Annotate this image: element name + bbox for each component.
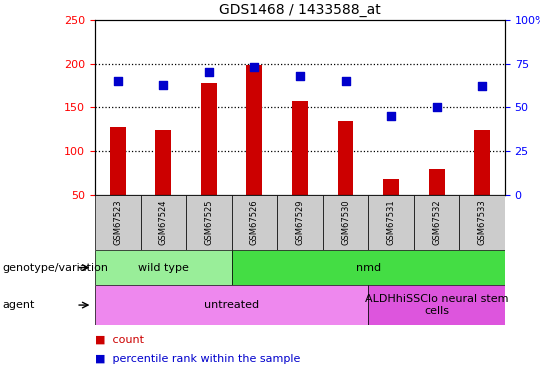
- Text: ■  count: ■ count: [95, 335, 144, 345]
- Bar: [232, 250, 505, 285]
- Text: nmd: nmd: [356, 262, 381, 273]
- Text: GSM67530: GSM67530: [341, 200, 350, 245]
- Point: [387, 113, 395, 119]
- Bar: [246, 65, 262, 195]
- Point: [432, 104, 441, 110]
- Bar: [95, 250, 232, 285]
- Point: [478, 83, 487, 89]
- Bar: [140, 195, 186, 250]
- Text: genotype/variation: genotype/variation: [3, 262, 109, 273]
- Bar: [232, 195, 277, 250]
- Point: [205, 69, 213, 75]
- Text: ■  percentile rank within the sample: ■ percentile rank within the sample: [95, 354, 300, 364]
- Bar: [368, 195, 414, 250]
- Text: wild type: wild type: [138, 262, 189, 273]
- Bar: [474, 130, 490, 195]
- Bar: [95, 195, 140, 250]
- Point: [113, 78, 122, 84]
- Bar: [429, 169, 444, 195]
- Point: [296, 73, 305, 79]
- Point: [250, 64, 259, 70]
- Bar: [414, 195, 460, 250]
- Text: agent: agent: [3, 300, 35, 310]
- Title: GDS1468 / 1433588_at: GDS1468 / 1433588_at: [219, 3, 381, 18]
- Point: [341, 78, 350, 84]
- Text: GSM67524: GSM67524: [159, 200, 168, 245]
- Bar: [338, 121, 354, 195]
- Text: GSM67533: GSM67533: [478, 200, 487, 246]
- Bar: [292, 101, 308, 195]
- Bar: [323, 195, 368, 250]
- Text: GSM67529: GSM67529: [295, 200, 305, 245]
- Bar: [95, 285, 368, 325]
- Bar: [201, 83, 217, 195]
- Bar: [383, 179, 399, 195]
- Bar: [156, 130, 171, 195]
- Bar: [186, 195, 232, 250]
- Text: untreated: untreated: [204, 300, 259, 310]
- Text: GSM67532: GSM67532: [432, 200, 441, 245]
- Bar: [460, 195, 505, 250]
- Bar: [277, 195, 323, 250]
- Text: GSM67526: GSM67526: [250, 200, 259, 245]
- Bar: [110, 127, 126, 195]
- Text: GSM67531: GSM67531: [387, 200, 395, 245]
- Text: GSM67525: GSM67525: [204, 200, 213, 245]
- Bar: [368, 285, 505, 325]
- Point: [159, 82, 167, 88]
- Text: ALDHhiSSClo neural stem
cells: ALDHhiSSClo neural stem cells: [365, 294, 508, 316]
- Text: GSM67523: GSM67523: [113, 200, 122, 245]
